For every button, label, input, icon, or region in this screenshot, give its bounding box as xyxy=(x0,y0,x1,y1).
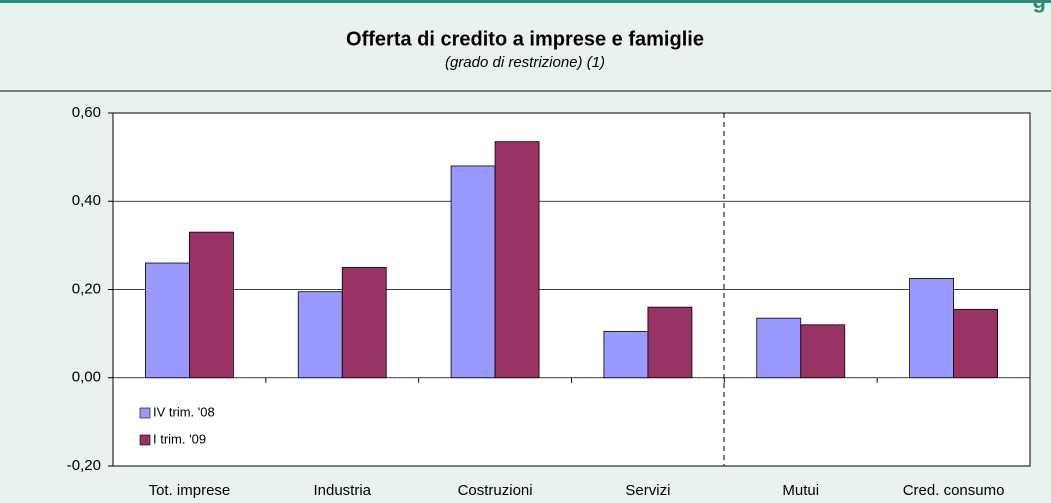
bar xyxy=(145,262,190,379)
x-tick-label: Servizi xyxy=(625,482,670,499)
bar xyxy=(909,278,954,379)
legend-label: I trim. '09 xyxy=(153,431,206,446)
bar xyxy=(603,331,649,379)
y-tick-label: 0,40 xyxy=(72,192,101,209)
legend-swatch xyxy=(139,407,151,419)
bar xyxy=(297,291,343,379)
x-tick-label: Cred. consumo xyxy=(903,482,1005,499)
bar xyxy=(494,141,540,379)
x-tick-label: Costruzioni xyxy=(458,482,533,499)
bar xyxy=(341,267,387,379)
x-tick-label: Tot. imprese xyxy=(149,482,231,499)
bar xyxy=(189,231,234,379)
x-tick-label: Mutui xyxy=(782,482,819,499)
bar xyxy=(647,306,693,379)
legend-swatch xyxy=(139,434,151,446)
chart-title: Offerta di credito a imprese e famiglie xyxy=(346,28,704,50)
legend-label: IV trim. '08 xyxy=(153,404,215,419)
chart-subtitle: (grado di restrizione) (1) xyxy=(445,54,605,71)
x-tick-label: Industria xyxy=(313,482,371,499)
bar xyxy=(953,308,998,379)
y-tick-label: 0,60 xyxy=(72,104,101,121)
bar xyxy=(450,165,496,379)
y-tick-label: -0,20 xyxy=(67,457,101,474)
corner-label: g xyxy=(1033,0,1046,13)
y-tick-label: 0,00 xyxy=(72,369,101,386)
bar xyxy=(800,324,846,379)
bar xyxy=(756,317,802,379)
y-tick-label: 0,20 xyxy=(72,280,101,297)
